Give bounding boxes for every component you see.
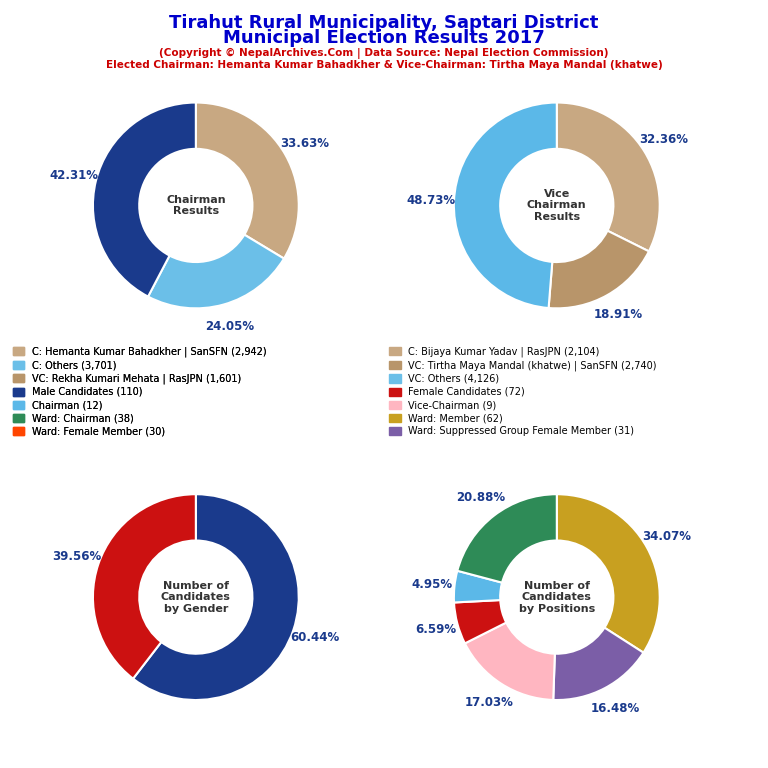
Wedge shape xyxy=(133,495,299,700)
Text: 34.07%: 34.07% xyxy=(643,531,691,544)
Text: Elected Chairman: Hemanta Kumar Bahadkher & Vice-Chairman: Tirtha Maya Mandal (k: Elected Chairman: Hemanta Kumar Bahadkhe… xyxy=(106,60,662,70)
Text: Vice
Chairman
Results: Vice Chairman Results xyxy=(527,189,587,222)
Text: 33.63%: 33.63% xyxy=(280,137,329,151)
Wedge shape xyxy=(454,571,502,602)
Text: Tirahut Rural Municipality, Saptari District: Tirahut Rural Municipality, Saptari Dist… xyxy=(169,14,599,31)
Wedge shape xyxy=(93,495,196,679)
Text: 39.56%: 39.56% xyxy=(52,550,101,563)
Wedge shape xyxy=(454,103,557,308)
Text: 48.73%: 48.73% xyxy=(407,194,456,207)
Wedge shape xyxy=(557,495,660,653)
Text: 32.36%: 32.36% xyxy=(639,133,688,146)
Legend: C: Bijaya Kumar Yadav | RasJPN (2,104), VC: Tirtha Maya Mandal (khatwe) | SanSFN: C: Bijaya Kumar Yadav | RasJPN (2,104), … xyxy=(389,346,657,436)
Wedge shape xyxy=(457,494,557,583)
Text: 20.88%: 20.88% xyxy=(455,491,505,504)
Wedge shape xyxy=(93,103,196,296)
Text: 24.05%: 24.05% xyxy=(205,319,254,333)
Wedge shape xyxy=(148,235,284,308)
Wedge shape xyxy=(557,103,660,251)
Text: Number of
Candidates
by Positions: Number of Candidates by Positions xyxy=(518,581,595,614)
Wedge shape xyxy=(454,600,506,644)
Text: 16.48%: 16.48% xyxy=(591,702,640,715)
Text: 18.91%: 18.91% xyxy=(594,308,643,321)
Text: Municipal Election Results 2017: Municipal Election Results 2017 xyxy=(223,29,545,47)
Wedge shape xyxy=(465,623,554,700)
Text: 60.44%: 60.44% xyxy=(290,631,339,644)
Text: (Copyright © NepalArchives.Com | Data Source: Nepal Election Commission): (Copyright © NepalArchives.Com | Data So… xyxy=(159,48,609,58)
Text: 4.95%: 4.95% xyxy=(412,578,452,591)
Wedge shape xyxy=(553,627,644,700)
Text: 42.31%: 42.31% xyxy=(49,169,98,182)
Text: Chairman
Results: Chairman Results xyxy=(166,194,226,217)
Text: 17.03%: 17.03% xyxy=(465,697,514,710)
Wedge shape xyxy=(196,103,299,259)
Wedge shape xyxy=(548,230,649,308)
Text: 6.59%: 6.59% xyxy=(415,623,456,636)
Legend: C: Hemanta Kumar Bahadkher | SanSFN (2,942), C: Others (3,701), VC: Rekha Kumari: C: Hemanta Kumar Bahadkher | SanSFN (2,9… xyxy=(12,346,266,436)
Text: Number of
Candidates
by Gender: Number of Candidates by Gender xyxy=(161,581,230,614)
